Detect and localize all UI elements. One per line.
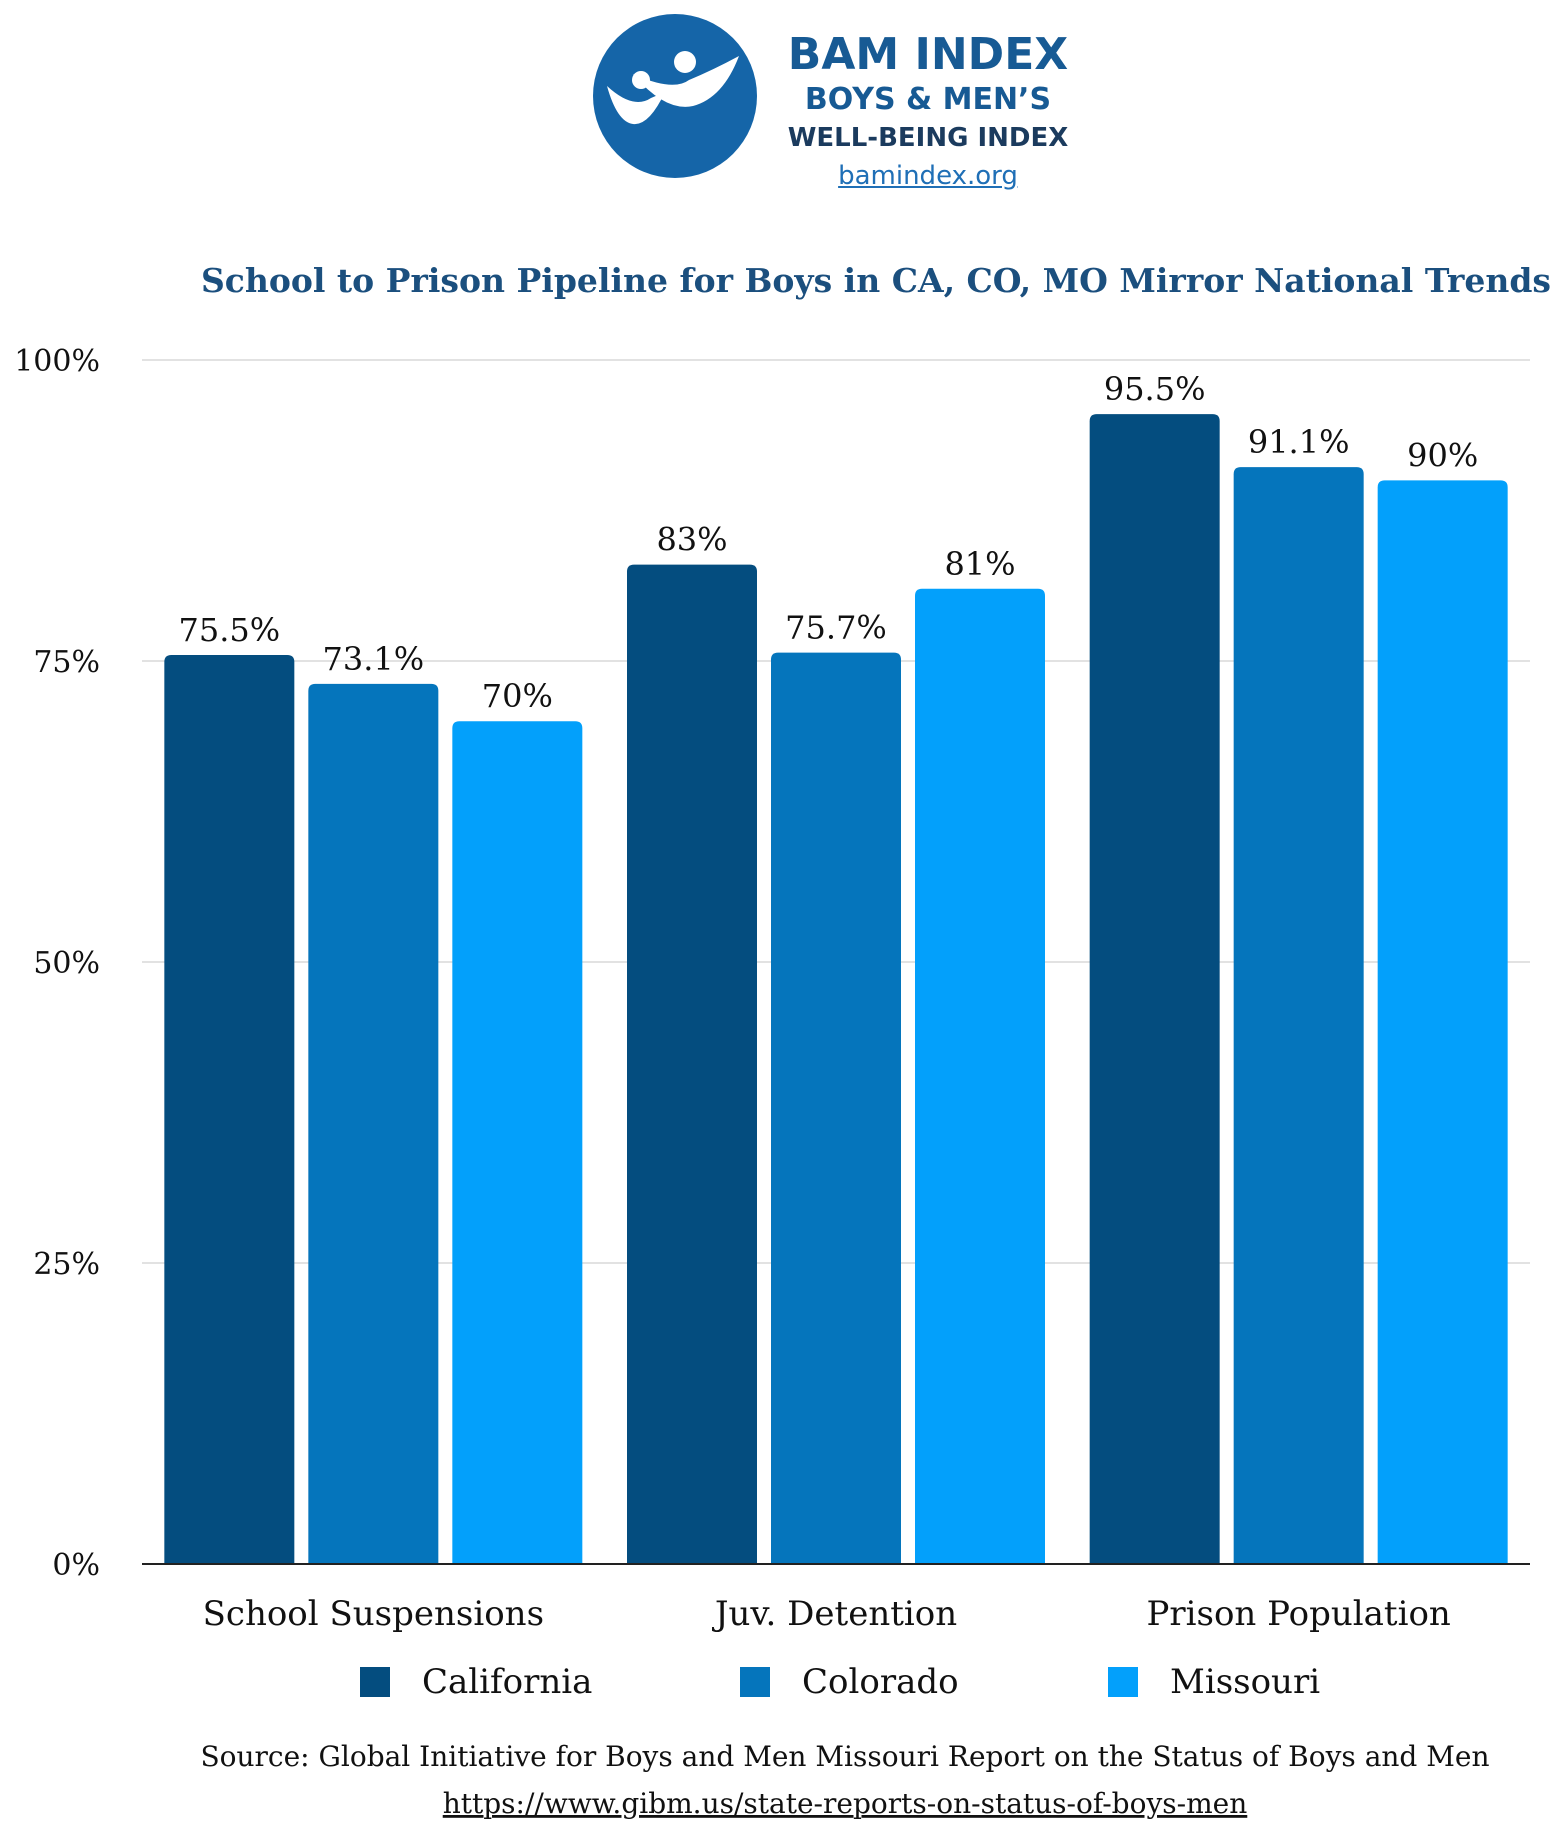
bar bbox=[771, 652, 901, 1564]
logo-text: BAM INDEX BOYS & MEN’S WELL-BEING INDEX … bbox=[768, 30, 1088, 196]
bar-value-labels: 75.5% 73.1% 70% 83% 75.7% 81% 95.5% 91.1% 90% bbox=[179, 370, 1479, 715]
bar-value-label: 70% bbox=[482, 677, 553, 715]
bar bbox=[1233, 467, 1364, 1564]
two-figures-icon bbox=[607, 51, 739, 125]
bar-value-label: 90% bbox=[1407, 436, 1478, 474]
bar bbox=[452, 721, 583, 1564]
y-tick-label: 0% bbox=[52, 1548, 100, 1583]
bar bbox=[627, 564, 757, 1564]
bar bbox=[915, 588, 1045, 1564]
bam-index-logo: BAM INDEX BOYS & MEN’S WELL-BEING INDEX … bbox=[593, 14, 1113, 204]
logo-subtitle: BOYS & MEN’S bbox=[804, 82, 1052, 117]
bar-value-label: 75.5% bbox=[179, 611, 281, 649]
chart-title: School to Prison Pipeline for Boys in CA… bbox=[201, 261, 1551, 300]
legend-swatch bbox=[740, 1667, 770, 1697]
y-tick-label: 75% bbox=[33, 645, 100, 680]
bar bbox=[308, 683, 439, 1564]
legend-label: Colorado bbox=[802, 1662, 959, 1702]
legend-swatch bbox=[1108, 1667, 1138, 1697]
logo-url-link[interactable]: bamindex.org bbox=[838, 161, 1018, 191]
y-tick-label: 50% bbox=[33, 946, 100, 981]
bar-value-label: 81% bbox=[944, 545, 1015, 583]
source-url-link[interactable]: https://www.gibm.us/state-reports-on-sta… bbox=[443, 1787, 1248, 1820]
bar-value-label: 91.1% bbox=[1248, 423, 1350, 461]
category-label: Prison Population bbox=[1147, 1594, 1451, 1634]
bar bbox=[1089, 414, 1220, 1565]
legend-label: California bbox=[422, 1662, 592, 1702]
bar-value-label: 75.7% bbox=[785, 609, 887, 647]
bar bbox=[1377, 480, 1508, 1564]
y-axis-ticks: 0% 25% 50% 75% 100% bbox=[14, 344, 100, 1583]
logo-circle bbox=[593, 14, 757, 178]
category-label: School Suspensions bbox=[203, 1594, 544, 1634]
logo-title: BAM INDEX bbox=[787, 29, 1069, 80]
bar-value-label: 73.1% bbox=[323, 640, 425, 678]
legend-swatch bbox=[360, 1667, 390, 1697]
category-label: Juv. Detention bbox=[712, 1594, 957, 1634]
bar-value-label: 83% bbox=[656, 521, 727, 559]
bar bbox=[164, 654, 295, 1564]
bar-value-label: 95.5% bbox=[1104, 370, 1206, 408]
x-axis-category-labels: School Suspensions Juv. Detention Prison P… bbox=[203, 1594, 1451, 1634]
y-tick-label: 100% bbox=[14, 344, 100, 379]
legend-label: Missouri bbox=[1170, 1662, 1320, 1702]
y-tick-label: 25% bbox=[33, 1247, 100, 1282]
legend: California Colorado Missouri bbox=[360, 1662, 1320, 1702]
source-text: Source: Global Initiative for Boys and M… bbox=[200, 1740, 1489, 1773]
logo-subtitle-2: WELL-BEING INDEX bbox=[787, 123, 1069, 153]
bars bbox=[164, 414, 1508, 1565]
